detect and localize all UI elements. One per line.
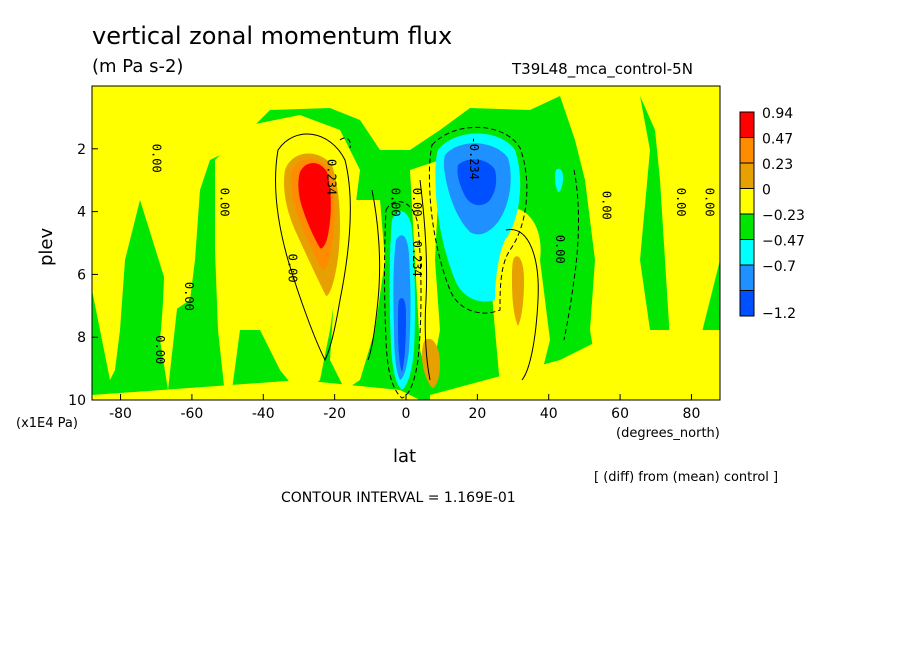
- legend-swatch: [739, 239, 755, 266]
- legend-swatch: [739, 162, 755, 189]
- legend-label: −1.2: [762, 306, 796, 322]
- legend-label: 0.23: [762, 157, 793, 173]
- contour-labels: 0.00 0.00 0.00 0.00 0.00 0.234 0.00 0.00 0.234 -0…: [150, 137, 717, 365]
- x-tick-label: 80: [683, 406, 701, 422]
- x-tick-label: 40: [540, 406, 558, 422]
- diff-note: [ (diff) from (mean) control ]: [594, 470, 779, 485]
- y-axis: 2 4 6 8 10: [68, 142, 98, 409]
- run-label: T39L48_mca_control-5N: [512, 60, 693, 78]
- x-tick-label: 60: [611, 406, 629, 422]
- contour-label: 0.234: [325, 159, 339, 195]
- x-tick-label: -80: [109, 406, 132, 422]
- x-axis-label: lat: [393, 446, 417, 467]
- contour-label: 0.00: [599, 191, 613, 220]
- y-axis-label: plev: [36, 227, 57, 266]
- legend-label: −0.7: [762, 259, 796, 275]
- contour-label: 0.00: [150, 144, 164, 173]
- color-legend: 0.94 0.47 0.23 0 −0.23 −0.47 −0.7 −1.2: [739, 106, 805, 322]
- contour-label: 0.00: [285, 254, 299, 283]
- legend-swatch: [739, 188, 755, 215]
- x-tick-label: 0: [402, 406, 411, 422]
- x-tick-label: -60: [180, 406, 203, 422]
- legend-label: −0.23: [762, 208, 805, 224]
- x-axis: -80 -60 -40 -20 0 20 40 60 80: [109, 394, 700, 422]
- x-tick-label: 20: [468, 406, 486, 422]
- x-axis-unit: (degrees_north): [616, 426, 720, 441]
- contour-interval: CONTOUR INTERVAL = 1.169E-01: [281, 490, 516, 506]
- positive-maximum: [280, 145, 344, 300]
- legend-swatch: [739, 137, 755, 164]
- legend-label: 0.47: [762, 132, 793, 148]
- contour-label: 0.00: [410, 188, 424, 217]
- x-tick-label: -40: [252, 406, 275, 422]
- chart-title: vertical zonal momentum flux: [92, 22, 453, 50]
- legend-swatch: [739, 290, 755, 317]
- legend-swatch: [739, 111, 755, 138]
- contour-label: 0.00: [674, 188, 688, 217]
- contour-label: 0.00: [703, 188, 717, 217]
- contour-label: 0.00: [389, 188, 403, 217]
- contour-label: 0.234: [410, 241, 424, 277]
- legend-swatch: [739, 264, 755, 291]
- y-tick-label: 2: [77, 142, 86, 158]
- y-tick-label: 8: [77, 330, 86, 346]
- plot-field: [92, 86, 720, 400]
- legend-swatch: [739, 213, 755, 240]
- contour-label: 0.00: [182, 282, 196, 311]
- negative-minimum: [435, 133, 521, 302]
- x-tick-label: -20: [323, 406, 346, 422]
- contour-label: -0.234: [467, 137, 481, 180]
- y-tick-label: 6: [77, 267, 86, 283]
- y-tick-label: 10: [68, 393, 86, 409]
- contour-label: 0.00: [153, 335, 167, 364]
- y-tick-label: 4: [77, 205, 86, 221]
- legend-label: 0.94: [762, 106, 793, 122]
- legend-label: −0.47: [762, 234, 805, 250]
- y-axis-unit: (x1E4 Pa): [16, 416, 78, 431]
- legend-label: 0: [762, 183, 771, 199]
- contour-label: 0.00: [553, 235, 567, 264]
- contour-label: 0.00: [217, 188, 231, 217]
- chart-units: (m Pa s-2): [92, 56, 184, 77]
